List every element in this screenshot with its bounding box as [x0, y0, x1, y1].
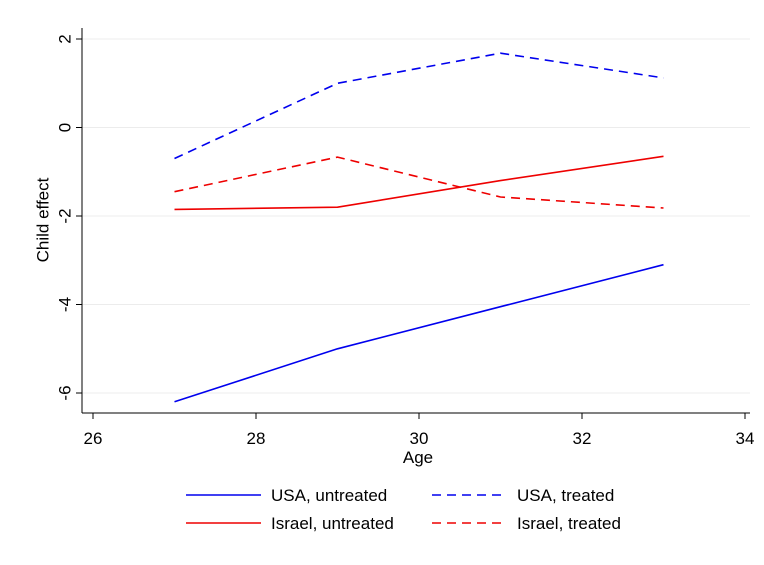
- x-tick-label: 32: [573, 429, 592, 448]
- series-line-3: [174, 155, 664, 211]
- y-tick-label: 2: [55, 34, 74, 43]
- x-axis-ticks: 26 28 30 32 34: [84, 413, 755, 448]
- y-tick-label: -2: [55, 208, 74, 223]
- series-line-2: [174, 52, 664, 160]
- series-line-4: [174, 156, 664, 209]
- x-tick-label: 34: [736, 429, 755, 448]
- legend: USA, untreated USA, treated Israel, untrea…: [186, 486, 621, 533]
- x-tick-label: 30: [410, 429, 429, 448]
- legend-label-4: Israel, treated: [517, 514, 621, 533]
- grid-lines: [82, 38, 750, 394]
- y-tick-label: -6: [55, 385, 74, 400]
- legend-label-1: USA, untreated: [271, 486, 387, 505]
- y-axis-title: Child effect: [33, 177, 52, 262]
- legend-label-2: USA, treated: [517, 486, 614, 505]
- y-tick-label: 0: [55, 123, 74, 132]
- y-axis-ticks: 2 0 -2 -4 -6: [55, 34, 82, 401]
- series-group: [174, 52, 664, 403]
- series-line-1: [174, 263, 664, 403]
- x-axis-title: Age: [403, 448, 433, 467]
- x-tick-label: 26: [84, 429, 103, 448]
- x-tick-label: 28: [247, 429, 266, 448]
- y-tick-label: -4: [55, 297, 74, 312]
- legend-label-3: Israel, untreated: [271, 514, 394, 533]
